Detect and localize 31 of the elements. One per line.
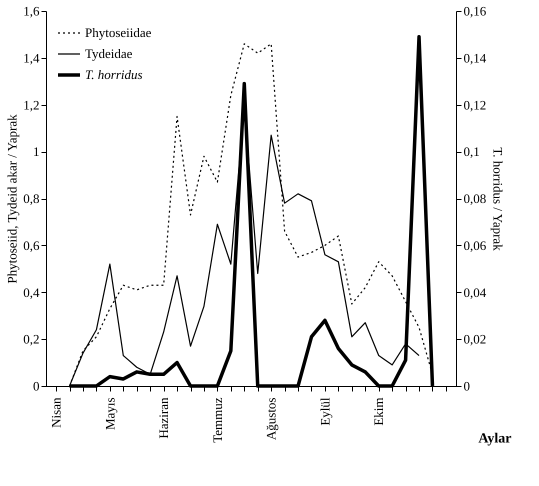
y2-tick-label: 0,16 <box>464 4 487 18</box>
y2-tick-label: 0,04 <box>464 284 487 300</box>
y-tick-label: 0,4 <box>23 284 40 300</box>
legend-label: T. horridus <box>85 67 143 82</box>
x-tick-label: Temmuz <box>210 397 225 443</box>
y-tick-label: 1,2 <box>23 97 40 112</box>
y-axis-title: Phytoseiid, Tydeid akar / Yaprak <box>4 114 20 284</box>
y2-tick-label: 0,12 <box>464 97 486 112</box>
legend-label: Tydeidae <box>85 46 133 61</box>
y-tick-label: 0,6 <box>23 238 40 253</box>
y2-tick-label: 0,06 <box>464 238 487 253</box>
x-tick-label: Mayıs <box>102 398 118 430</box>
y2-tick-label: 0,02 <box>464 332 486 347</box>
x-tick-label: Nisan <box>48 397 64 428</box>
y2-tick-label: 0,14 <box>464 50 487 66</box>
y2-axis-title: T. horridus / Yaprak <box>490 147 506 252</box>
y-tick-label: 0,8 <box>23 191 40 206</box>
x-tick-label: Ağustos <box>264 398 279 440</box>
y2-tick-label: 0,08 <box>464 191 486 206</box>
y-tick-label: 1,4 <box>23 50 40 66</box>
x-tick-label: Eylül <box>317 397 332 426</box>
legend-label: Phytoseiidae <box>85 25 152 40</box>
y2-tick-label: 0,1 <box>464 144 480 160</box>
y-tick-label: 0,2 <box>23 332 40 347</box>
y-tick-label: 0 <box>33 378 40 394</box>
x-axis-title: Aylar <box>478 432 512 446</box>
y-tick-label: 1,6 <box>23 4 40 18</box>
x-tick-label: Ekim <box>371 398 386 426</box>
x-tick-label: Haziran <box>156 397 172 439</box>
y2-tick-label: 0 <box>464 378 470 394</box>
y-tick-label: 1 <box>33 144 40 160</box>
